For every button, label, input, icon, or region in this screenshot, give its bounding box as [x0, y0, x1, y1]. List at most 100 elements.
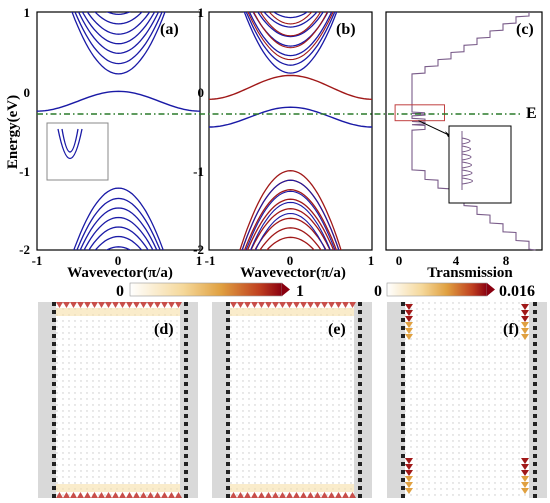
panel-b-valence-band	[209, 199, 372, 254]
lattice-edge-site	[226, 366, 230, 370]
lattice-edge-site	[401, 382, 405, 386]
lattice-edge-site	[533, 318, 537, 322]
lattice-edge-site	[184, 478, 188, 482]
xtick-label: 1	[196, 253, 203, 268]
lattice-edge-site	[401, 486, 405, 490]
lattice-edge-site	[184, 302, 188, 306]
lattice-edge-site	[401, 430, 405, 434]
lattice-edge-site	[226, 342, 230, 346]
panel-b-bands	[209, 8, 372, 254]
lattice-edge-site	[226, 446, 230, 450]
lattice-edge-site	[358, 430, 362, 434]
panel-label-a: (a)	[160, 21, 179, 38]
panel-label-e: (e)	[328, 321, 346, 338]
panel-c-inset	[449, 126, 511, 203]
zoom-arrow	[419, 121, 452, 136]
lattice-edge-site	[401, 334, 405, 338]
lattice-edge-site	[52, 382, 56, 386]
lattice-edge-site	[226, 494, 230, 498]
lattice-edge-site	[52, 390, 56, 394]
lattice-edge-site	[52, 486, 56, 490]
lattice-edge-site	[533, 366, 537, 370]
panel-label-b: (b)	[336, 21, 356, 38]
lattice-edge-site	[52, 446, 56, 450]
lattice-edge-site	[226, 454, 230, 458]
panel-b-valence-band	[209, 218, 372, 254]
lattice-edge-site	[358, 366, 362, 370]
lattice-edge-site	[358, 446, 362, 450]
lattice-edge-site	[184, 494, 188, 498]
lattice-edge-site	[226, 470, 230, 474]
lattice-edge-site	[401, 446, 405, 450]
lattice-edge-site	[184, 486, 188, 490]
lattice-edge-site	[533, 486, 537, 490]
lattice-edge-site	[533, 382, 537, 386]
lattice-edge-site	[533, 430, 537, 434]
lattice-edge-site	[226, 486, 230, 490]
xtick-label: -1	[32, 253, 43, 268]
lattice-edge-site	[533, 414, 537, 418]
lattice-edge-site	[184, 310, 188, 314]
lattice-edge-site	[52, 454, 56, 458]
panel-label-d: (d)	[154, 321, 174, 338]
ytick-label: 0	[198, 85, 205, 100]
density-band	[230, 484, 354, 492]
lattice-edge-site	[533, 462, 537, 466]
lattice-maps: (d) (e) (f)	[38, 302, 547, 498]
colorbar-max-label: 1	[296, 283, 304, 300]
density-band	[56, 308, 180, 316]
colorbar-de	[130, 283, 282, 296]
lattice-edge-site	[533, 310, 537, 314]
lattice-edge-site	[226, 326, 230, 330]
ytick-label: 1	[198, 5, 205, 20]
density-band	[56, 484, 180, 492]
lattice-edge-site	[401, 366, 405, 370]
lattice-edge-site	[358, 406, 362, 410]
lattice-edge-site	[533, 390, 537, 394]
lattice-edge-site	[358, 350, 362, 354]
lattice-edge-site	[184, 398, 188, 402]
colorbar-f-max-label: 0.016	[499, 283, 535, 300]
lattice-edge-site	[533, 438, 537, 442]
panel-a-conduction-band	[37, 8, 200, 14]
panel-label-f: (f)	[503, 321, 519, 338]
lattice-edge-site	[184, 454, 188, 458]
lattice-edge-site	[358, 414, 362, 418]
lattice-edge-site	[52, 302, 56, 306]
lattice-edge-site	[401, 310, 405, 314]
lattice-edge-site	[52, 430, 56, 434]
lattice-edge-site	[184, 318, 188, 322]
colorbar-min-label: 0	[116, 283, 124, 300]
lattice-edge-site	[52, 398, 56, 402]
lattice-edge-site	[401, 302, 405, 306]
panel-a-edge-band	[37, 91, 200, 111]
lattice-edge-site	[358, 334, 362, 338]
lattice-edge-site	[401, 374, 405, 378]
lattice-edge-site	[226, 358, 230, 362]
lattice-edge-site	[533, 374, 537, 378]
lattice-edge-site	[184, 414, 188, 418]
xtick-label: 0	[396, 253, 403, 268]
lattice-edge-site	[533, 470, 537, 474]
xtick-label: 1	[368, 253, 375, 268]
lattice-edge-site	[401, 478, 405, 482]
colorbar-f	[387, 283, 487, 296]
lattice-edge-site	[52, 406, 56, 410]
y-axis-label: Energy(eV)	[5, 95, 21, 169]
lattice-edge-site	[226, 302, 230, 306]
lattice-edge-site	[401, 318, 405, 322]
lattice-edge-site	[184, 326, 188, 330]
lattice-edge-site	[533, 326, 537, 330]
lattice-edge-site	[401, 326, 405, 330]
lattice-edge-site	[533, 446, 537, 450]
lattice-edge-site	[358, 462, 362, 466]
ytick-label: 0	[24, 85, 31, 100]
lattice-edge-site	[401, 342, 405, 346]
lattice-edge-site	[358, 358, 362, 362]
lattice-edge-site	[226, 318, 230, 322]
lattice-edge-site	[226, 478, 230, 482]
lattice-edge-site	[401, 390, 405, 394]
lattice-edge-site	[358, 478, 362, 482]
lattice-edge-site	[533, 454, 537, 458]
